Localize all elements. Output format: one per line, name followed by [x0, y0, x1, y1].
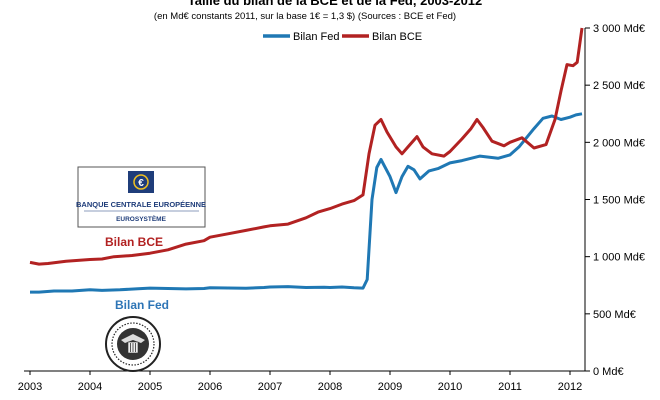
y-tick-label: 1 000 Md€ [593, 252, 645, 264]
series-line-fed [30, 112, 583, 294]
x-tick-label: 2011 [498, 381, 522, 393]
x-tick-label: 2006 [198, 381, 222, 393]
x-tick-label: 2009 [378, 381, 402, 393]
ecb-logo: € BANQUE CENTRALE EUROPÉENNE EUROSYSTÈME [76, 166, 206, 228]
ecb-star-ring [133, 174, 149, 190]
eagle-wings-icon [121, 334, 145, 343]
euro-symbol-icon: € [138, 178, 144, 189]
y-tick-label: 0 Md€ [593, 366, 624, 378]
series-line-bce [29, 27, 584, 266]
x-tick-label: 2012 [558, 381, 582, 393]
legend: Bilan Fed Bilan BCE [263, 31, 422, 43]
x-axis-ticks: 2003 2004 2005 2006 2007 2008 2009 2010 2011 2012 [18, 371, 582, 393]
y-tick-label: 500 Md€ [593, 309, 636, 321]
x-tick-label: 2010 [438, 381, 462, 393]
chart-subtitle: (en Md€ constants 2011, sur la base 1€ =… [154, 11, 456, 22]
federal-reserve-seal-icon [105, 316, 161, 372]
y-tick-label: 2 500 Md€ [593, 80, 645, 92]
chart-title: Taille du bilan de la BCE et de la Fed, … [188, 0, 483, 8]
x-tick-label: 2007 [258, 381, 282, 393]
annotation-bilan-fed: Bilan Fed [115, 298, 169, 312]
fed-seal-lettering-ring [111, 322, 155, 366]
ecb-logo-subtitle: EUROSYSTÈME [116, 214, 167, 223]
y-tick-label: 2 000 Md€ [593, 137, 645, 149]
annotation-bilan-bce: Bilan BCE [105, 235, 163, 249]
y-axis-ticks: 0 Md€ 500 Md€ 1 000 Md€ 1 500 Md€ 2 000 Md€ 2… [585, 23, 645, 378]
ecb-logo-emblem [128, 171, 154, 193]
legend-bce-label: Bilan BCE [372, 31, 422, 43]
y-tick-label: 3 000 Md€ [593, 23, 645, 35]
x-tick-label: 2003 [18, 381, 42, 393]
y-tick-label: 1 500 Md€ [593, 195, 645, 207]
x-tick-label: 2008 [318, 381, 342, 393]
legend-fed-label: Bilan Fed [293, 31, 339, 43]
x-tick-label: 2004 [78, 381, 102, 393]
ecb-logo-name: BANQUE CENTRALE EUROPÉENNE [76, 200, 206, 209]
x-tick-label: 2005 [138, 381, 162, 393]
